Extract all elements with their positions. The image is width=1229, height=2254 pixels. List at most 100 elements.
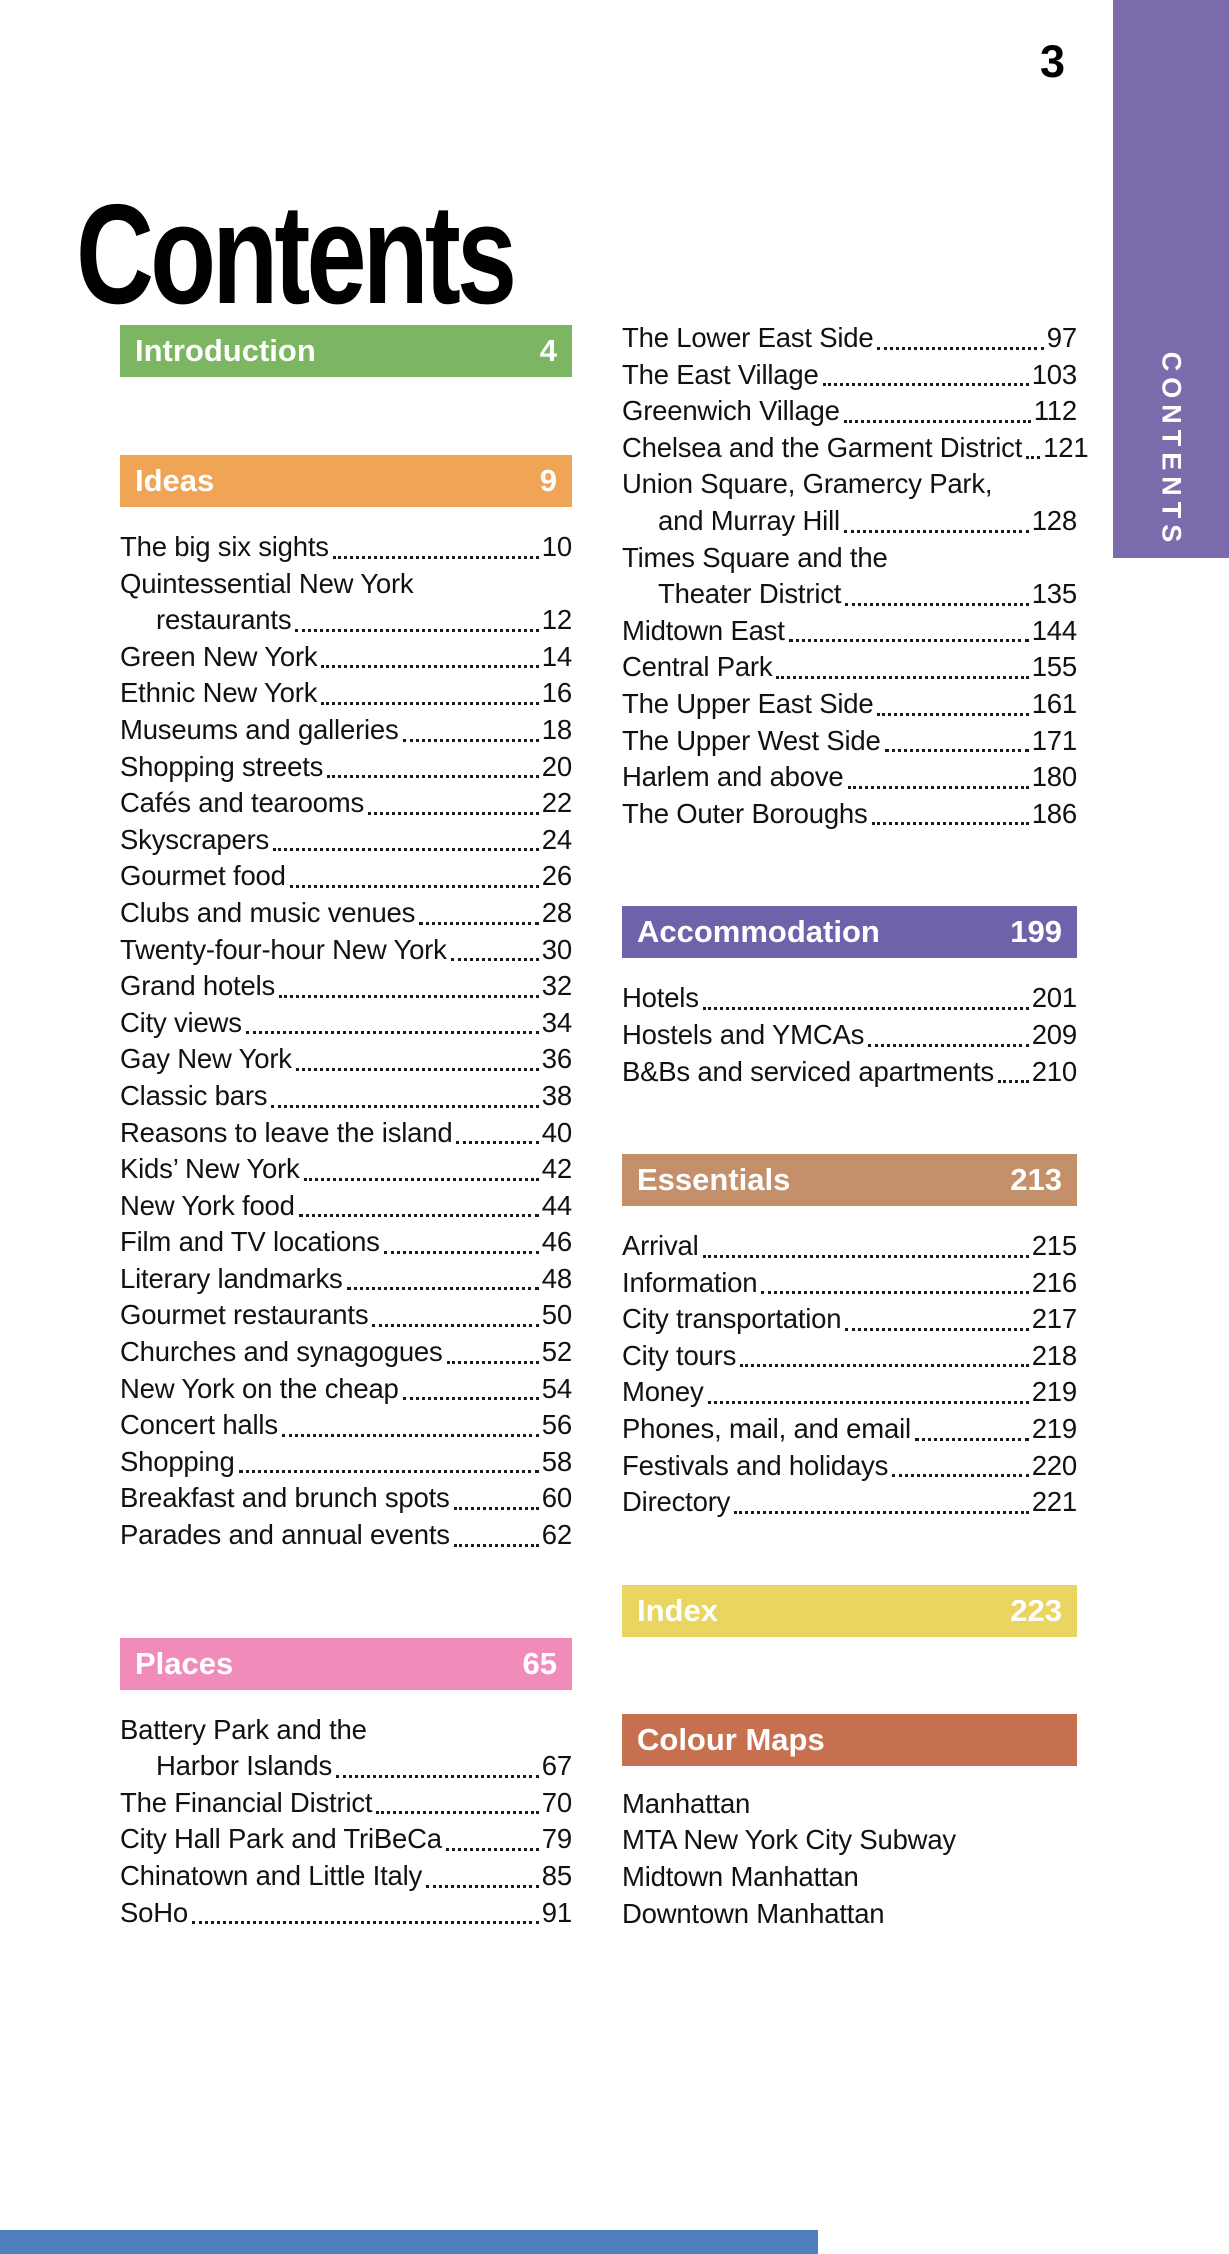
dot-leader: [877, 712, 1029, 716]
dot-leader: [702, 1006, 1029, 1010]
section-page: 223: [1010, 1592, 1062, 1628]
toc-entry-page: 48: [541, 1262, 572, 1294]
toc-entry-page: 144: [1031, 614, 1077, 646]
dot-leader: [332, 555, 539, 559]
toc-entry-label: City transportation: [622, 1303, 842, 1335]
toc-entry-page: 38: [541, 1079, 572, 1111]
section-page: 213: [1010, 1162, 1062, 1198]
toc-entry: Classic bars 38: [120, 1078, 572, 1115]
dot-leader: [321, 665, 539, 669]
toc-entry: Clubs and music venues 28: [120, 895, 572, 932]
dot-leader: [192, 1921, 539, 1925]
map-entry: Downtown Manhattan: [622, 1897, 885, 1929]
toc-entry-label: The Financial District: [120, 1786, 373, 1818]
toc-entry: Grand hotels 32: [120, 968, 572, 1005]
toc-entry-page: 91: [541, 1896, 572, 1928]
dot-leader: [346, 1287, 539, 1291]
dot-leader: [740, 1364, 1029, 1368]
toc-entry: Money 219: [622, 1374, 1077, 1411]
section-label: Essentials: [637, 1162, 791, 1198]
dot-leader: [845, 602, 1029, 606]
toc-entry-page: 10: [541, 531, 572, 562]
toc-entry-label: Grand hotels: [120, 970, 276, 1002]
dot-leader: [383, 1250, 539, 1254]
section-header-places: Places 65: [120, 1637, 572, 1690]
toc-entry: Quintessential New York restaurants 12: [120, 566, 572, 639]
dot-leader: [238, 1470, 539, 1474]
toc-entry-page: 32: [541, 970, 572, 1002]
toc-entry: Concert halls 56: [120, 1407, 572, 1444]
toc-entry-page: 58: [541, 1445, 572, 1477]
dot-leader: [321, 701, 539, 705]
dot-leader: [402, 738, 539, 742]
toc-entry-label: Green New York: [120, 640, 318, 672]
dot-leader: [847, 785, 1029, 789]
toc-entry: Kids’ New York 42: [120, 1151, 572, 1188]
toc-entry: Parades and annual events 62: [120, 1517, 572, 1554]
toc-entry: Hotels 201: [622, 980, 1077, 1017]
toc-entry: Midtown East 144: [622, 613, 1077, 650]
section-page: 199: [1010, 914, 1062, 950]
side-tab: CONTENTS: [1113, 0, 1229, 558]
toc-entry-page: 219: [1031, 1413, 1077, 1445]
toc-entry: Phones, mail, and email 219: [622, 1411, 1077, 1448]
toc-entry-label: Festivals and holidays: [622, 1449, 889, 1481]
toc-entry-label: Hotels: [622, 982, 699, 1014]
toc-entry-page: 85: [541, 1860, 572, 1891]
toc-entry-label: Gourmet restaurants: [120, 1299, 369, 1331]
colour-maps-list: Manhattan MTA New York City Subway Midto…: [622, 1786, 1077, 1932]
toc-entry-label: Arrival: [622, 1230, 699, 1262]
toc-entry-label: Shopping streets: [120, 750, 324, 782]
toc-entry: The Upper West Side 171: [622, 723, 1077, 760]
dot-leader: [445, 1848, 539, 1851]
toc-entry-label: Concert halls: [120, 1409, 278, 1441]
toc-entry-label: City tours: [622, 1339, 737, 1371]
toc-entry-page: 70: [541, 1786, 572, 1818]
toc-entry-page: 67: [541, 1750, 572, 1782]
toc-entry-page: 219: [1031, 1376, 1077, 1408]
toc-entry-label: Harlem and above: [622, 761, 844, 793]
toc-entry-page: 24: [541, 823, 572, 855]
toc-entry-page: 44: [541, 1189, 572, 1221]
section-page: 9: [539, 463, 557, 498]
toc-entry-page: 97: [1046, 322, 1077, 353]
toc-entry-label: Literary landmarks: [120, 1262, 343, 1294]
toc-entry-label: The Upper East Side: [622, 687, 874, 719]
toc-entry: Gourmet restaurants 50: [120, 1297, 572, 1334]
toc-entry-label: Directory: [622, 1486, 731, 1518]
dot-leader: [845, 1327, 1029, 1331]
toc-entry-page: 171: [1031, 724, 1077, 756]
toc-entry-page: 12: [541, 604, 572, 636]
toc-entry-label: Harbor Islands: [156, 1750, 333, 1782]
toc-entry-label: Breakfast and brunch spots: [120, 1482, 450, 1514]
toc-entry: B&Bs and serviced apartments 210: [622, 1054, 1077, 1091]
toc-entry-label: Museums and galleries: [120, 713, 399, 745]
toc-entry-label: The Upper West Side: [622, 724, 881, 756]
toc-entry-label: Greenwich Village: [622, 395, 840, 427]
dot-leader: [372, 1324, 539, 1328]
dot-leader: [446, 1360, 539, 1364]
toc-entry-page: 16: [541, 677, 572, 709]
toc-entry-label: The Lower East Side: [622, 322, 874, 353]
toc-entry: Green New York 14: [120, 639, 572, 676]
toc-entry: Hostels and YMCAs 209: [622, 1017, 1077, 1054]
toc-entry-page: 209: [1031, 1018, 1077, 1050]
toc-entry-label: Kids’ New York: [120, 1153, 300, 1185]
toc-entry-label: and Murray Hill: [658, 504, 840, 536]
toc-entry-page: 36: [541, 1043, 572, 1075]
places-list-column2: The Lower East Side 97 The East Village …: [622, 320, 1089, 832]
toc-entry-page: 103: [1031, 358, 1077, 390]
toc-entry: The Lower East Side 97: [622, 320, 1077, 357]
toc-entry-label: Midtown East: [622, 614, 785, 646]
section-header-accommodation: Accommodation 199: [622, 906, 1077, 959]
toc-entry-page: 201: [1031, 982, 1077, 1014]
footer-bar: [0, 2230, 818, 2254]
dot-leader: [877, 346, 1044, 350]
toc-entry-label: Money: [622, 1376, 704, 1408]
toc-entry: Twenty-four-hour New York 30: [120, 932, 572, 969]
toc-entry: The Upper East Side 161: [622, 686, 1077, 723]
section-label: Places: [135, 1645, 234, 1681]
toc-entry-page: 34: [541, 1006, 572, 1038]
dot-leader: [402, 1397, 539, 1401]
